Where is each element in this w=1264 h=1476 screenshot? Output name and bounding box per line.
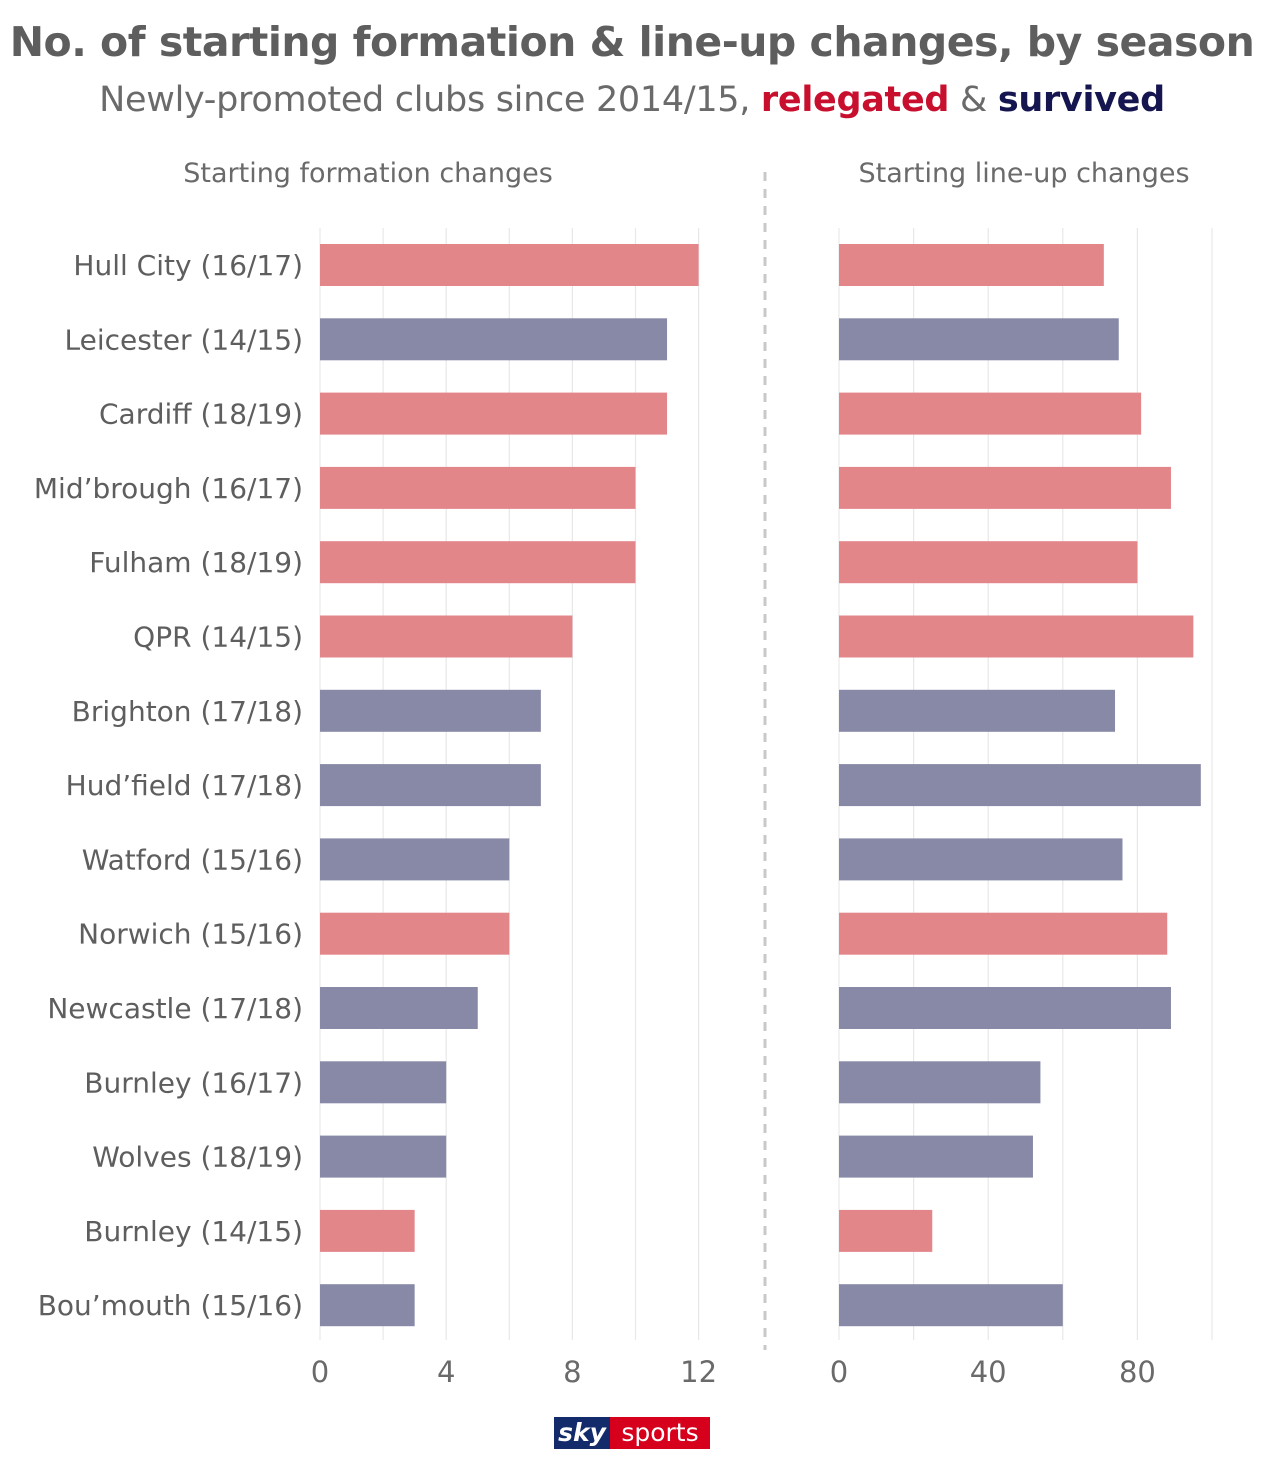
bar — [320, 244, 699, 286]
bar — [320, 689, 541, 732]
bar — [839, 1209, 933, 1252]
sky-sports-logo: sky sports — [554, 1417, 710, 1449]
bar — [839, 392, 1142, 435]
bar — [839, 1061, 1041, 1104]
bar — [320, 615, 573, 658]
bar — [839, 615, 1194, 658]
bar — [320, 466, 636, 509]
category-label: Brighton (17/18) — [72, 695, 303, 728]
bar — [839, 987, 1171, 1029]
bar — [320, 1284, 415, 1327]
bar — [839, 541, 1138, 584]
category-label: Wolves (18/19) — [92, 1141, 303, 1174]
x-tick-label: 8 — [563, 1355, 581, 1389]
bar — [320, 392, 668, 435]
bar — [839, 466, 1171, 509]
category-label: Newcastle (17/18) — [47, 992, 303, 1025]
bar — [320, 764, 541, 807]
x-tick-label: 0 — [311, 1355, 329, 1389]
logo-sports: sports — [610, 1417, 710, 1449]
subtitle-amp: & — [959, 80, 987, 120]
category-label: Cardiff (18/19) — [99, 398, 303, 431]
bar — [320, 912, 510, 955]
subtitle-prefix: Newly-promoted clubs since 2014/15, — [99, 80, 751, 120]
subtitle-relegated: relegated — [760, 80, 950, 120]
x-tick-label: 80 — [1119, 1355, 1156, 1389]
subtitle-survived: survived — [997, 80, 1165, 120]
category-label: Hull City (16/17) — [73, 249, 303, 282]
bar — [320, 541, 636, 584]
x-tick-label: 12 — [680, 1355, 717, 1389]
bar — [320, 1209, 415, 1252]
chart-subtitle: Newly-promoted clubs since 2014/15, rele… — [0, 80, 1264, 120]
category-label: Burnley (16/17) — [84, 1066, 303, 1099]
bar — [320, 318, 668, 361]
category-label: Fulham (18/19) — [89, 546, 303, 579]
logo-sky: sky — [554, 1417, 610, 1449]
bar — [839, 838, 1123, 881]
bar — [839, 244, 1104, 286]
category-label: Norwich (15/16) — [78, 918, 303, 951]
panel-title-lineup: Starting line-up changes — [858, 158, 1190, 189]
category-label: Leicester (14/15) — [65, 323, 303, 356]
bar — [320, 838, 510, 881]
bar — [839, 318, 1119, 361]
bar — [320, 987, 478, 1029]
bar — [320, 1135, 447, 1178]
bar — [839, 912, 1168, 955]
bar — [839, 689, 1116, 732]
category-label: Watford (15/16) — [82, 843, 303, 876]
panel-title-formation: Starting formation changes — [183, 158, 553, 189]
x-tick-label: 4 — [437, 1355, 455, 1389]
bar — [839, 1284, 1063, 1327]
chart-title: No. of starting formation & line-up chan… — [9, 18, 1255, 66]
x-tick-label: 40 — [970, 1355, 1007, 1389]
category-label: Mid’brough (16/17) — [34, 472, 303, 505]
bar — [839, 1135, 1033, 1178]
bar — [320, 1061, 447, 1104]
x-tick-label: 0 — [830, 1355, 848, 1389]
category-label: Bou’mouth (15/16) — [38, 1289, 303, 1322]
bar — [839, 764, 1201, 807]
category-label: Hud’field (17/18) — [66, 769, 303, 802]
category-label: Burnley (14/15) — [84, 1215, 303, 1248]
category-label: QPR (14/15) — [133, 621, 303, 654]
